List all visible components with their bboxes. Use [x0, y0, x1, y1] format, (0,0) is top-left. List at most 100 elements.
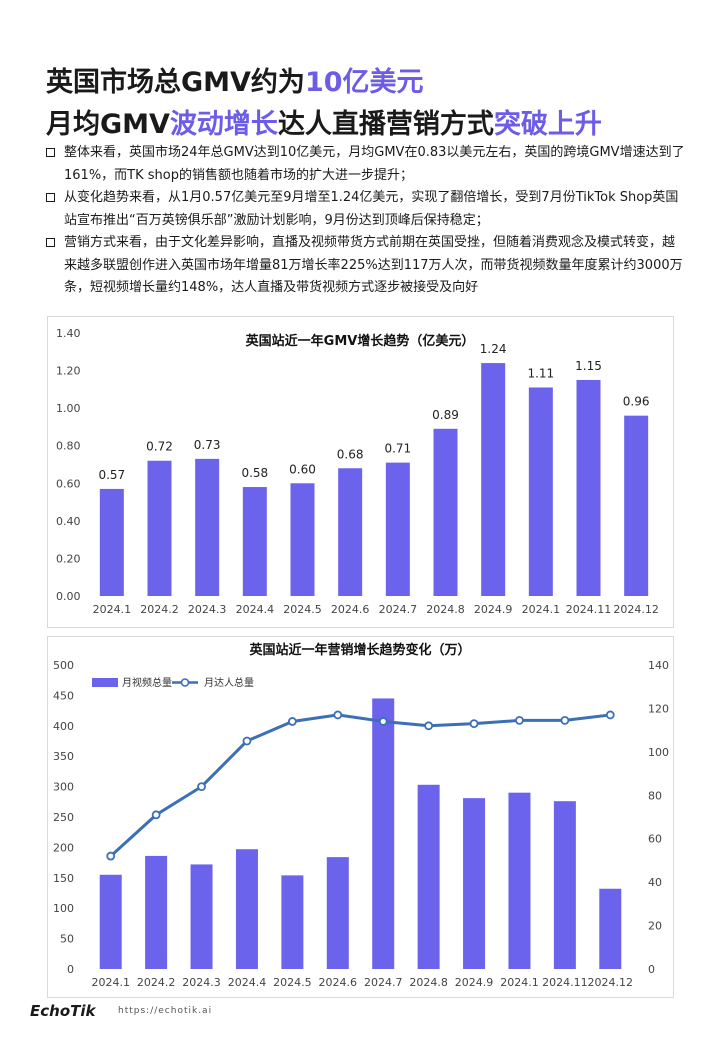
y-left-tick-label: 500: [53, 659, 74, 672]
bar: [195, 458, 220, 596]
y-tick-label: 1.00: [56, 402, 81, 415]
line-point: [242, 736, 252, 746]
footer-url: https://echotik.ai: [118, 1006, 213, 1016]
data-label: 0.68: [337, 447, 364, 461]
y-right-tick-label: 140: [648, 659, 669, 672]
bar: [553, 801, 576, 969]
y-tick-label: 0.00: [56, 590, 81, 603]
x-tick-label: 2024.5: [273, 976, 312, 989]
y-left-tick-label: 150: [53, 872, 74, 885]
page-title-line1: 英国市场总GMV约为10亿美元: [46, 60, 424, 99]
bullet-text: 整体来看，英国市场24年总GMV达到10亿美元，月均GMV在0.83以美元左右，…: [64, 145, 685, 183]
bar: [372, 698, 395, 969]
y-tick-label: 0.80: [56, 440, 81, 453]
checkbox-square-icon: [46, 193, 55, 202]
bar: [290, 483, 315, 596]
bar: [281, 875, 304, 969]
line-point: [106, 851, 116, 861]
logo-text: EchoTik: [30, 1002, 96, 1020]
bar: [99, 874, 122, 969]
y-left-tick-label: 400: [53, 720, 74, 733]
data-label: 1.11: [527, 366, 554, 380]
y-tick-label: 0.40: [56, 515, 81, 528]
bar: [235, 849, 258, 969]
bar: [417, 784, 440, 969]
bar: [576, 379, 601, 596]
x-tick-label: 2024.8: [426, 603, 465, 616]
y-right-tick-label: 100: [648, 746, 669, 759]
x-tick-label: 2024.3: [182, 976, 221, 989]
bar: [481, 363, 506, 596]
x-tick-label: 2024.7: [379, 603, 418, 616]
x-tick-label: 2024.7: [364, 976, 403, 989]
y-left-tick-label: 450: [53, 689, 74, 702]
data-label: 0.58: [241, 466, 268, 480]
line-point: [515, 715, 524, 725]
echotik-logo: EchoTik: [30, 1002, 96, 1020]
y-left-tick-label: 200: [53, 841, 74, 854]
bullet-text: 营销方式来看，由于文化差异影响，直播及视频带货方式前期在英国受挫，但随着消费观念…: [64, 235, 683, 295]
line-point: [469, 719, 479, 729]
y-tick-label: 0.20: [56, 552, 81, 565]
y-tick-label: 0.60: [56, 477, 81, 490]
y-left-tick-label: 0: [67, 963, 74, 976]
x-tick-label: 2024.1: [91, 976, 130, 989]
y-right-tick-label: 0: [648, 963, 655, 976]
data-label: 0.60: [289, 462, 316, 476]
line-point: [424, 721, 434, 731]
series-line: [109, 713, 611, 858]
x-tick-label: 2024.9: [455, 976, 494, 989]
x-tick-label: 2024.11: [566, 603, 612, 616]
marketing-trend-chart-svg: 0 50 100 150 200 250 300 350 400 450 500 0 20 40 60 80 1…: [53, 642, 669, 989]
data-label: 0.89: [432, 408, 459, 422]
page-title-line2: 月均GMV波动增长达人直播营销方式突破上升: [46, 102, 602, 141]
bar: [145, 855, 168, 969]
y-right-tick-label: 80: [648, 789, 662, 802]
x-tick-label: 2024.1: [522, 603, 561, 616]
bullet-item: 从变化趋势来看，从1月0.57亿美元至9月增至1.24亿美元，实现了翻倍增长，受…: [46, 187, 686, 232]
y-tick-label: 1.40: [56, 327, 81, 340]
data-label: 0.96: [623, 395, 650, 409]
y-right-tick-label: 120: [648, 702, 669, 715]
bar: [147, 460, 172, 596]
y-right-tick-label: 40: [648, 876, 662, 889]
x-tick-label: 2024.1: [500, 976, 539, 989]
summary-bullets: 整体来看，英国市场24年总GMV达到10亿美元，月均GMV在0.83以美元左右，…: [46, 142, 686, 300]
x-tick-label: 2024.6: [331, 603, 370, 616]
title-line1-highlight: 10亿美元: [304, 67, 424, 98]
legend-label: 月达人总量: [204, 676, 254, 689]
x-tick-label: 2024.2: [140, 603, 179, 616]
y-right-tick-label: 20: [648, 920, 662, 933]
gmv-trend-chart: 0.00 0.20 0.40 0.60 0.80 1.00 1.20 1.40 0.57 2024…: [47, 316, 674, 628]
bar: [242, 487, 267, 596]
line-point: [197, 782, 206, 792]
x-tick-label: 2024.11: [542, 976, 588, 989]
line-point: [560, 715, 570, 725]
data-label: 0.57: [98, 468, 125, 482]
bar: [99, 488, 124, 596]
bar: [508, 792, 531, 969]
x-tick-label: 2024.2: [137, 976, 176, 989]
line-point: [287, 717, 297, 726]
line-point: [333, 710, 343, 720]
bar: [326, 857, 349, 969]
line-point: [378, 717, 388, 726]
bullet-item: 整体来看，英国市场24年总GMV达到10亿美元，月均GMV在0.83以美元左右，…: [46, 142, 686, 187]
bar: [190, 864, 213, 969]
x-tick-label: 2024.3: [188, 603, 227, 616]
title-line2-text: 达人直播营销方式: [277, 109, 494, 140]
x-tick-label: 2024.4: [228, 976, 266, 989]
y-left-tick-label: 100: [53, 902, 74, 915]
checkbox-square-icon: [46, 148, 55, 157]
bar: [433, 428, 458, 596]
legend-line-marker: [180, 678, 190, 687]
y-left-tick-label: 350: [53, 750, 74, 763]
y-left-tick-label: 300: [53, 781, 74, 794]
bar: [528, 387, 553, 596]
title-line2-highlight: 突破上升: [493, 109, 602, 140]
data-label: 1.24: [480, 342, 507, 356]
bar: [338, 468, 363, 596]
chart-title: 英国站近一年营销增长趋势变化（万）: [248, 642, 470, 658]
title-line2-highlight: 波动增长: [169, 109, 278, 140]
x-tick-label: 2024.9: [474, 603, 512, 616]
